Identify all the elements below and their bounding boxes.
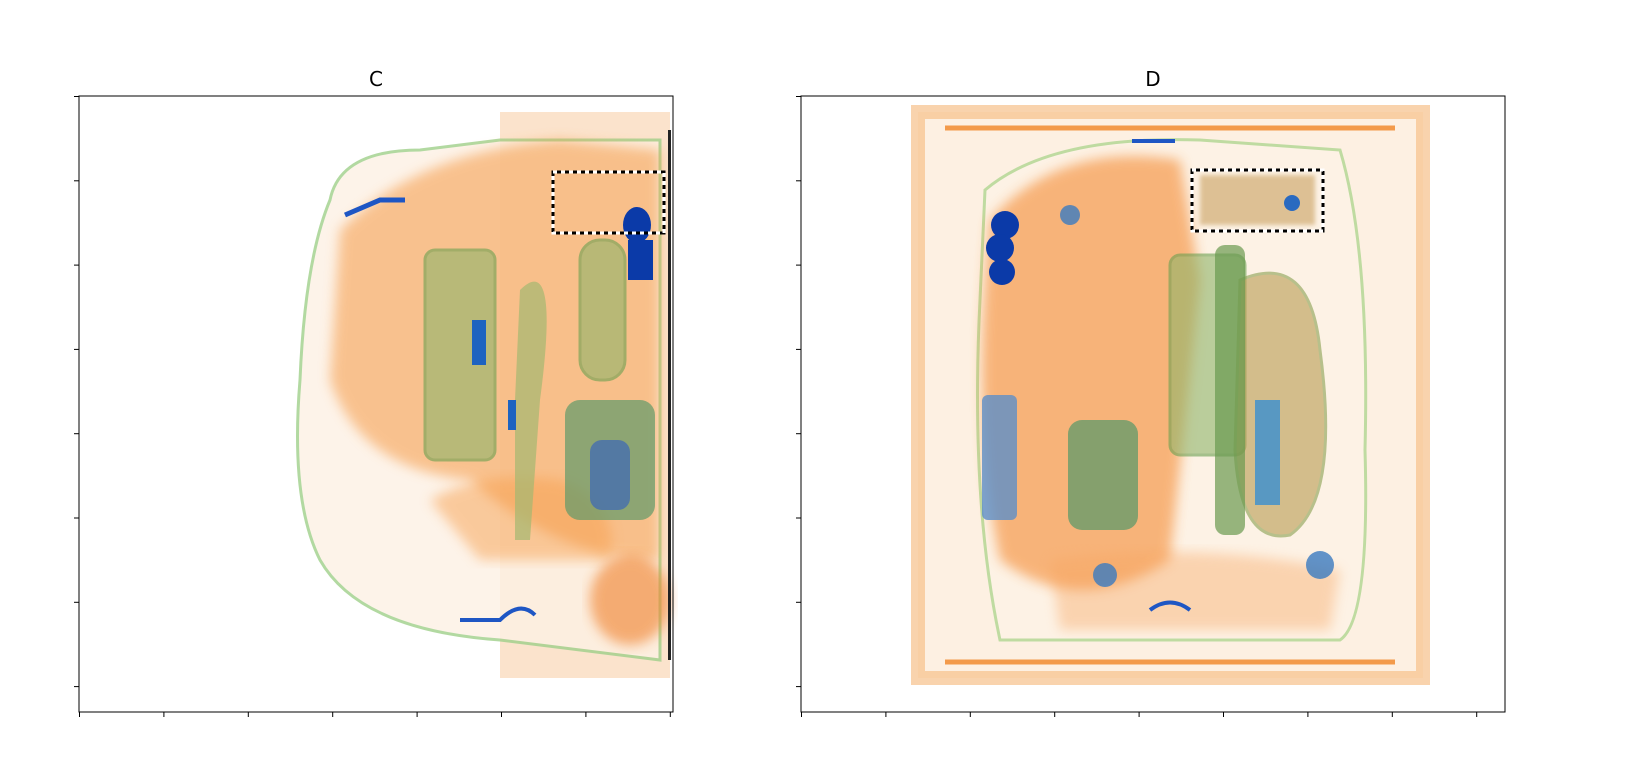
metal [1284, 195, 1300, 211]
clothes [1050, 552, 1340, 630]
metal [623, 207, 651, 243]
ticks [74, 96, 671, 717]
metal [508, 400, 516, 430]
shoe [578, 238, 627, 382]
metal [1060, 205, 1080, 225]
device [1068, 420, 1138, 530]
xray-image [296, 112, 671, 678]
panel-title: D [1145, 67, 1160, 91]
metal [1306, 551, 1334, 579]
shoe [1233, 271, 1328, 538]
axes-frame [800, 95, 1506, 713]
edge [668, 130, 671, 660]
panel-c: C [74, 67, 674, 717]
xray-image [911, 105, 1430, 685]
tray-frame [911, 105, 1430, 685]
box [1190, 168, 1325, 233]
metal [1148, 600, 1192, 612]
object [1255, 400, 1280, 505]
metal [986, 234, 1014, 262]
device [590, 440, 630, 510]
panel-d: D [796, 67, 1506, 717]
device [423, 248, 497, 462]
metal [1093, 563, 1117, 587]
metal [472, 320, 486, 365]
shoe [1215, 245, 1245, 535]
panel-title: C [369, 67, 383, 91]
phone [982, 395, 1017, 520]
box [551, 170, 666, 235]
metal [460, 606, 537, 622]
metal [344, 197, 405, 218]
metal [628, 240, 653, 280]
clothes [590, 555, 670, 645]
metal [989, 259, 1015, 285]
object [515, 281, 547, 540]
ticks [796, 96, 1478, 717]
axes-frame [78, 95, 674, 713]
clothes [982, 156, 1200, 590]
metal [991, 211, 1019, 239]
